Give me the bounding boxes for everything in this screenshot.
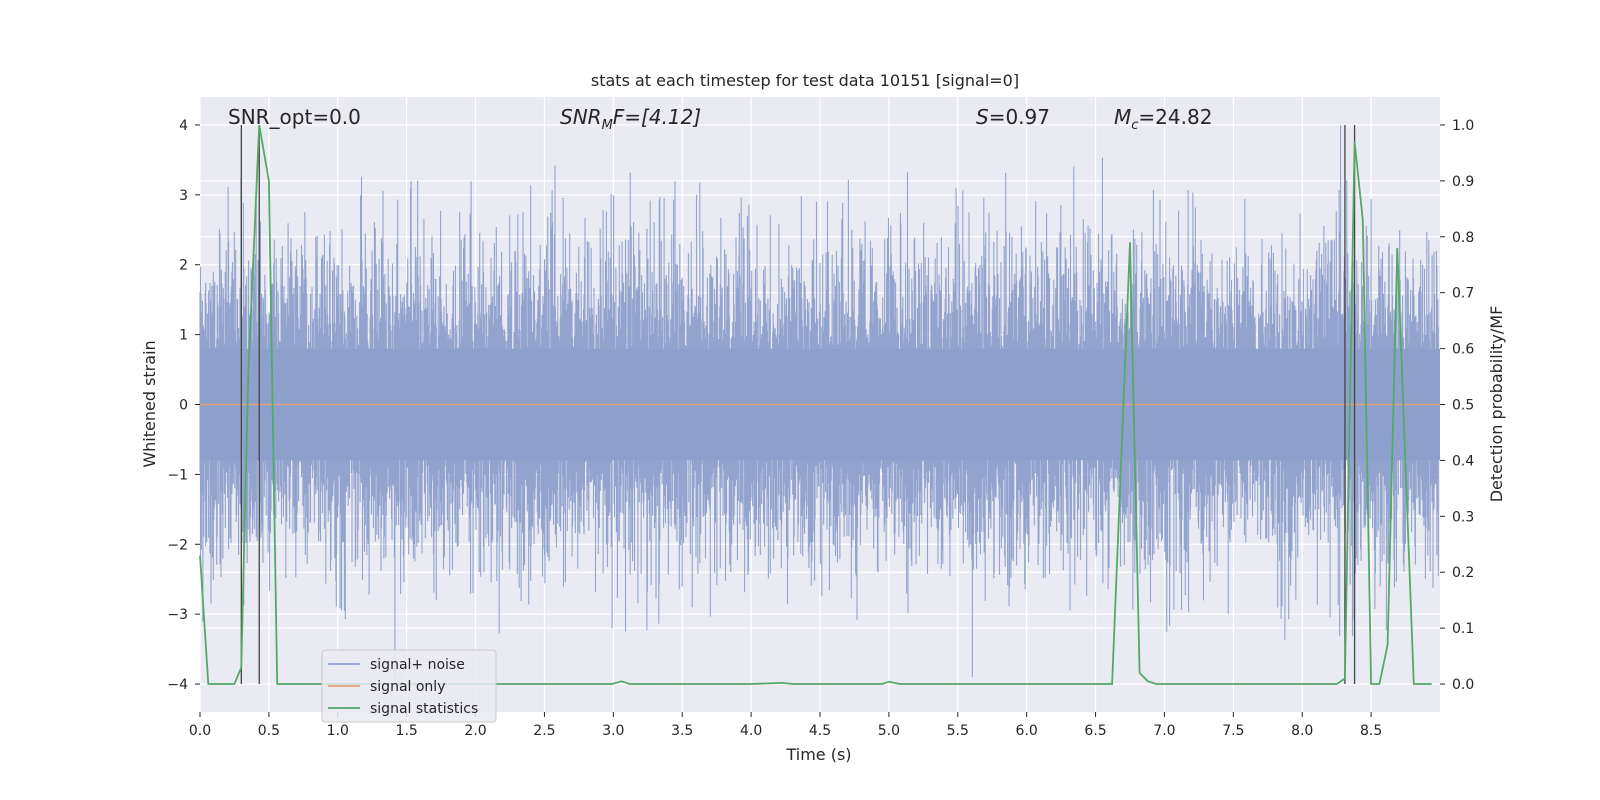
annotation-snr-opt: SNR_opt=0.0 — [228, 105, 361, 129]
x-tick-label-4: 2.0 — [464, 723, 486, 739]
legend: signal+ noise signal only signal statist… — [321, 649, 497, 723]
y-tick-label-7: 3 — [179, 188, 188, 204]
y2-tick-label-8: 0.8 — [1452, 230, 1474, 246]
x-tick-label-14: 7.0 — [1153, 723, 1175, 739]
y2-tick-label-10: 1.0 — [1452, 118, 1474, 134]
annotation-mc: Mc=24.82 — [1114, 105, 1212, 133]
y2-axis-ticks: 0.0 0.1 0.2 0.3 0.4 0.5 0.6 0.7 0.8 0.9 1.0 — [1440, 118, 1474, 693]
legend-box — [321, 649, 497, 723]
annotation-s: S=0.97 — [976, 105, 1050, 129]
y2-tick-label-9: 0.9 — [1452, 174, 1474, 190]
x-tick-label-10: 5.0 — [878, 723, 900, 739]
x-tick-label-11: 5.5 — [947, 723, 969, 739]
x-tick-label-7: 3.5 — [671, 723, 693, 739]
y2-tick-label-6: 0.6 — [1452, 342, 1474, 358]
y-tick-label-0: −4 — [167, 677, 188, 693]
y2-tick-label-3: 0.3 — [1452, 509, 1474, 525]
legend-label-signal-statistics: signal statistics — [370, 701, 478, 717]
y2-tick-label-2: 0.2 — [1452, 565, 1474, 581]
x-tick-label-5: 2.5 — [533, 723, 555, 739]
y2-tick-label-0: 0.0 — [1452, 677, 1474, 693]
x-tick-label-17: 8.5 — [1360, 723, 1382, 739]
y2-axis-label: Detection probability/MF — [1487, 306, 1506, 503]
y-tick-label-5: 1 — [179, 328, 188, 344]
y2-tick-label-4: 0.4 — [1452, 453, 1474, 469]
y2-tick-label-1: 0.1 — [1452, 621, 1474, 637]
y-tick-label-4: 0 — [179, 398, 188, 414]
x-axis-label: Time (s) — [785, 745, 851, 764]
y-tick-label-6: 2 — [179, 258, 188, 274]
x-tick-label-13: 6.5 — [1084, 723, 1106, 739]
x-tick-label-12: 6.0 — [1016, 723, 1038, 739]
chart-title: stats at each timestep for test data 101… — [591, 71, 1019, 90]
annotation-snr-mf: SNRMF=[4.12] — [560, 105, 701, 133]
y2-tick-label-5: 0.5 — [1452, 398, 1474, 414]
x-tick-label-0: 0.0 — [189, 723, 211, 739]
y-tick-label-2: −2 — [167, 537, 188, 553]
x-axis-ticks: 0.0 0.5 1.0 1.5 2.0 2.5 3.0 3.5 4.0 4.5 5.0 5.5 6.0 6… — [189, 712, 1382, 739]
vertical-markers — [240, 124, 1356, 685]
x-tick-label-8: 4.0 — [740, 723, 762, 739]
y-tick-label-8: 4 — [179, 118, 188, 134]
x-tick-label-6: 3.0 — [602, 723, 624, 739]
y-axis-label: Whitened strain — [140, 340, 159, 467]
y-tick-label-1: −3 — [167, 607, 188, 623]
x-tick-label-3: 1.5 — [396, 723, 418, 739]
signal-statistics-series — [199, 124, 1432, 685]
legend-label-signal-only: signal only — [370, 679, 445, 695]
y-axis-ticks: −4 −3 −2 −1 0 1 2 3 4 — [167, 118, 200, 693]
x-tick-label-1: 0.5 — [258, 723, 280, 739]
legend-label-signal-noise: signal+ noise — [370, 657, 465, 673]
x-tick-label-16: 8.0 — [1291, 723, 1313, 739]
x-tick-label-15: 7.5 — [1222, 723, 1244, 739]
x-tick-label-9: 4.5 — [809, 723, 831, 739]
y2-tick-label-7: 0.7 — [1452, 286, 1474, 302]
y-tick-label-3: −1 — [167, 467, 188, 483]
x-tick-label-2: 1.0 — [327, 723, 349, 739]
